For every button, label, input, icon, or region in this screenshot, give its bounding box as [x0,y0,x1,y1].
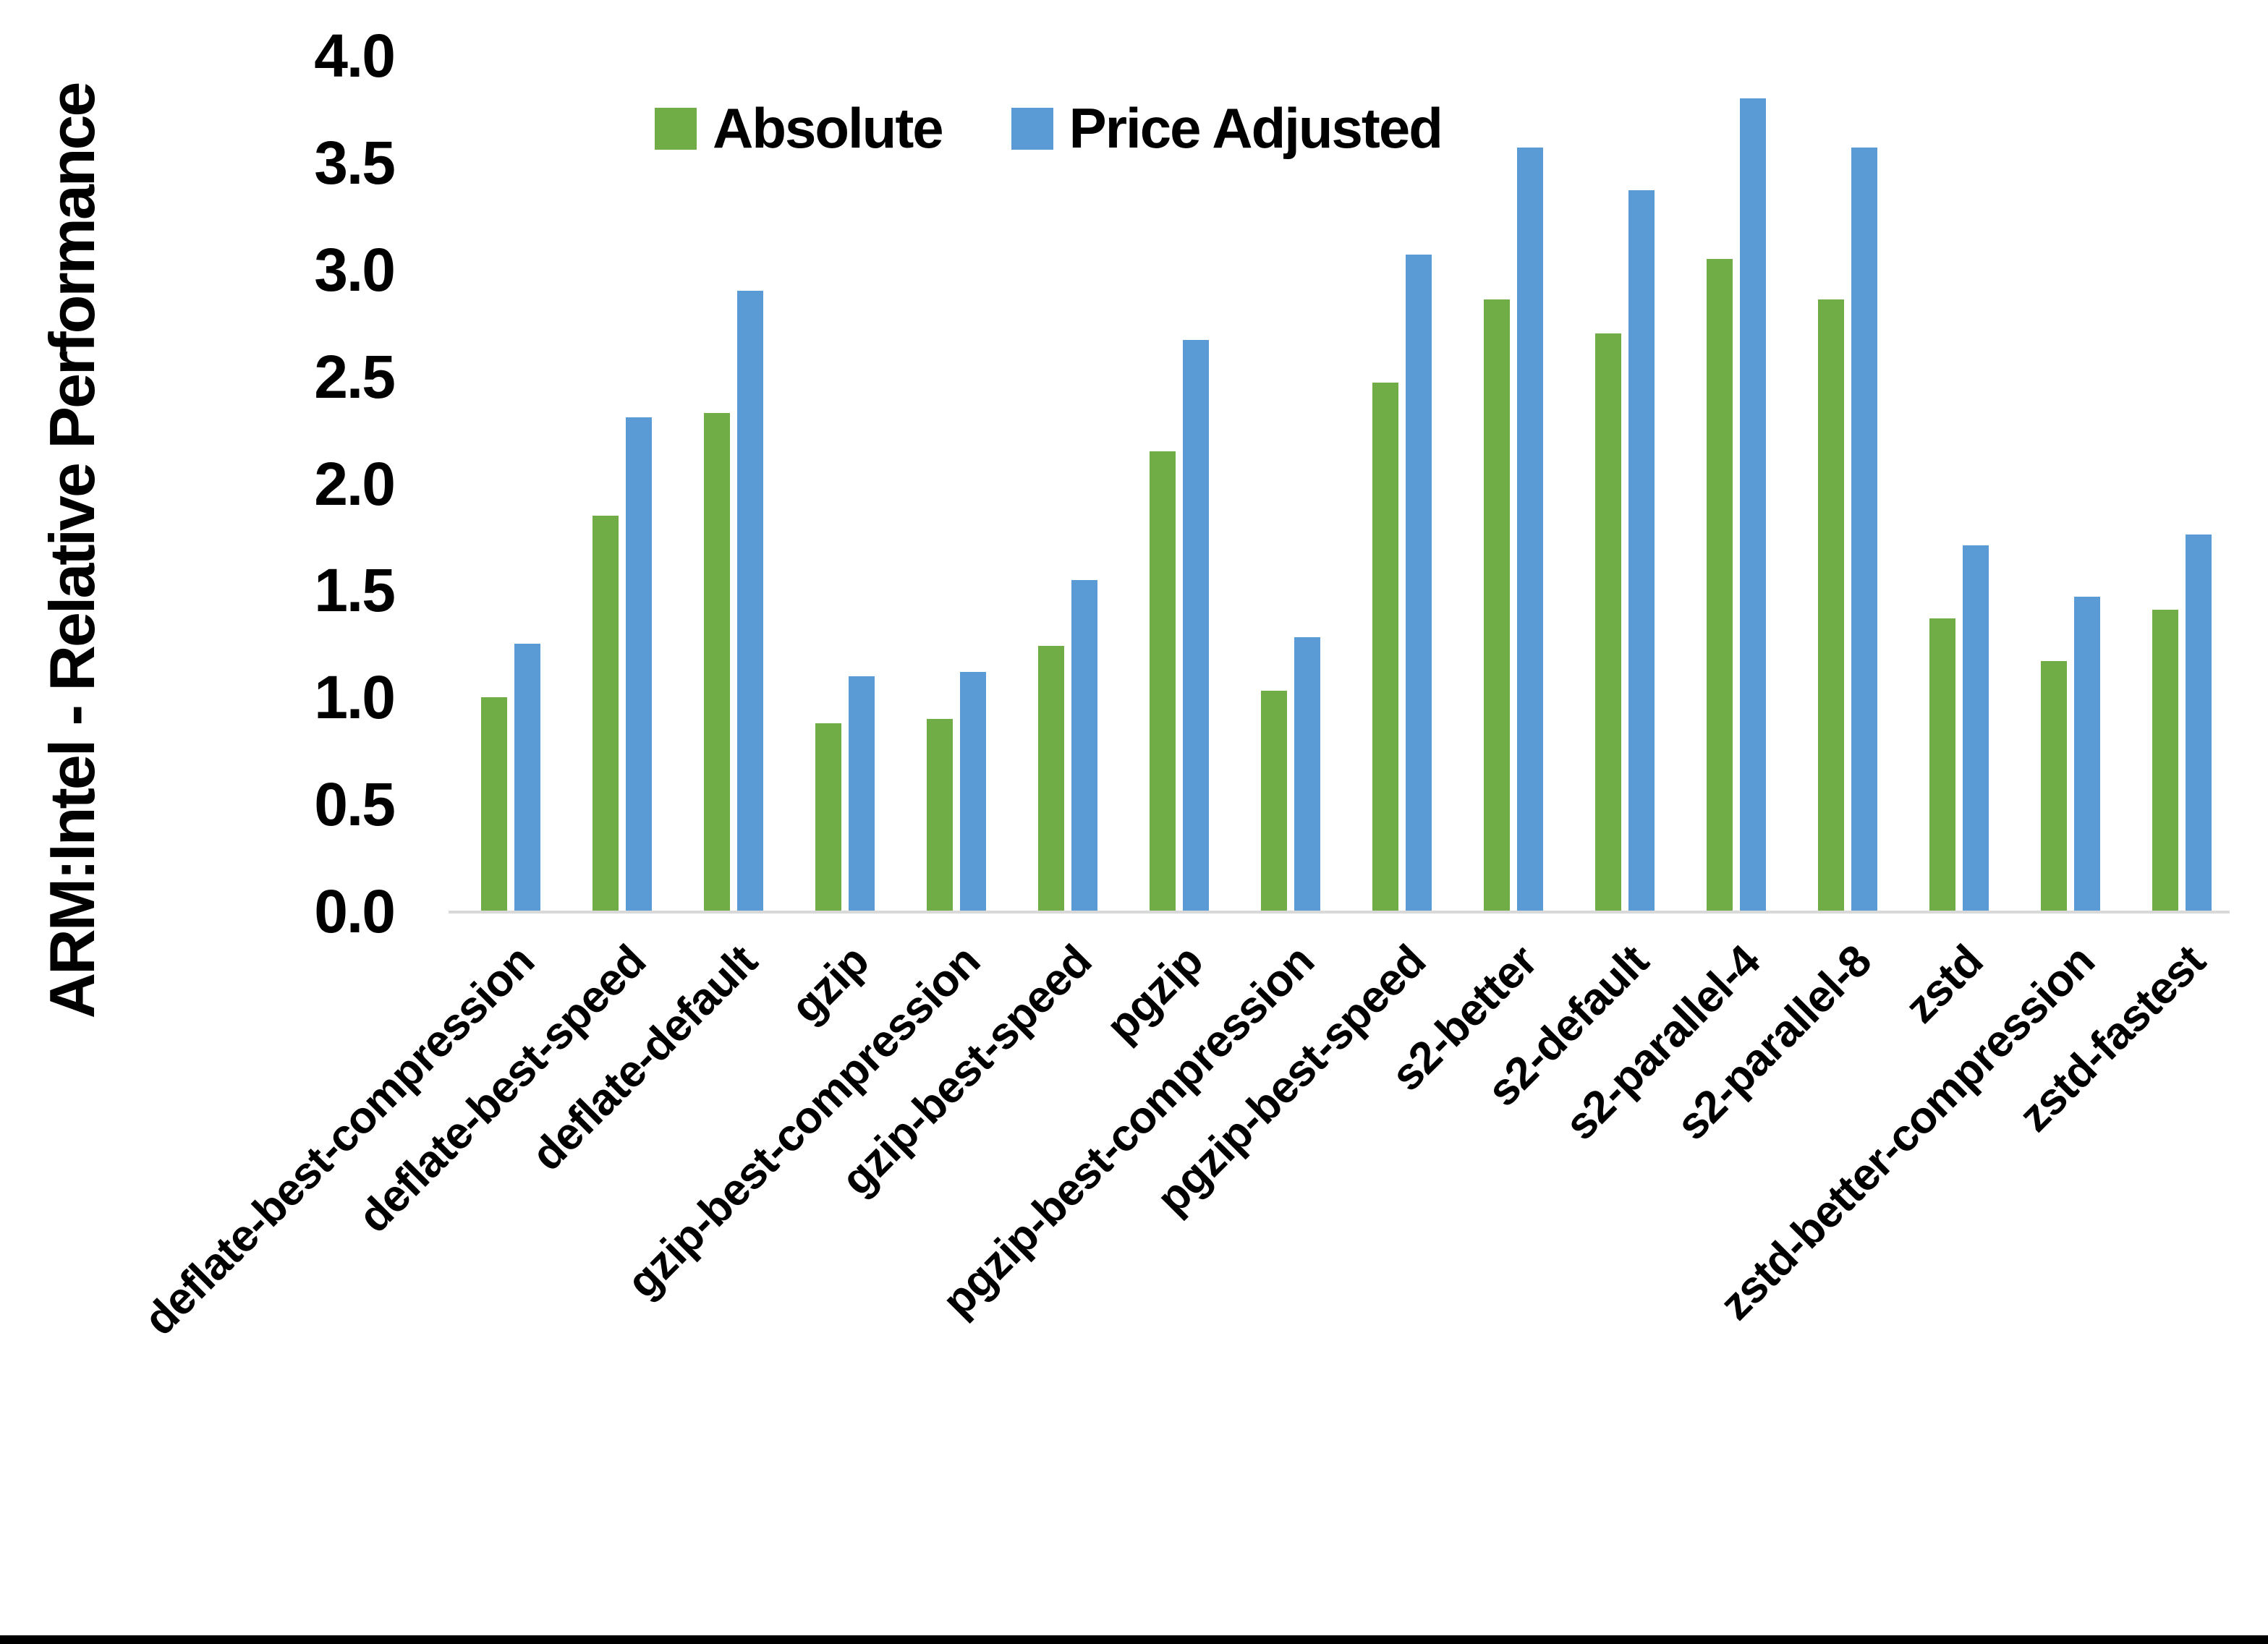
x-label-zstd: zstd [1895,936,1992,1033]
bar-absolute-s2-default [1595,333,1621,911]
bar-absolute-gzip [815,723,841,911]
y-axis-title: ARM:Intel - Relative Performance [36,83,108,1019]
y-tick-label-1.5: 1.5 [314,556,396,625]
bar-absolute-pgzip-best-speed [1372,383,1398,911]
bar-price-adjusted-deflate-best-compression [514,644,540,911]
legend-item-price-adjusted: Price Adjusted [1011,95,1443,161]
bar-price-adjusted-gzip-best-compression [960,671,986,911]
y-tick-label-4.0: 4.0 [314,22,396,90]
bar-price-adjusted-s2-better [1517,148,1543,911]
bar-absolute-zstd-better-compression [2041,660,2067,911]
bar-price-adjusted-zstd [1963,545,1989,911]
bar-price-adjusted-s2-parallel-4 [1740,98,1766,911]
bar-absolute-deflate-best-speed [593,515,619,911]
bar-price-adjusted-deflate-best-speed [626,417,652,911]
bar-price-adjusted-deflate-default [737,291,763,911]
y-tick-label-0.5: 0.5 [314,770,396,839]
bar-price-adjusted-s2-default [1628,190,1655,911]
bar-price-adjusted-zstd-better-compression [2074,597,2100,911]
bar-price-adjusted-pgzip-best-compression [1294,637,1320,911]
bar-absolute-deflate-default [704,412,730,911]
bar-absolute-zstd [1929,618,1955,911]
y-tick-label-3.0: 3.0 [314,235,396,304]
legend-label-absolute: Absolute [713,96,944,160]
bar-absolute-gzip-best-compression [927,718,953,911]
y-tick-label-0.0: 0.0 [314,877,396,945]
bar-price-adjusted-zstd-fastest [2186,534,2212,911]
legend-item-absolute: Absolute [655,95,944,161]
bar-absolute-zstd-fastest [2152,609,2178,911]
bar-absolute-pgzip [1150,451,1176,911]
x-label-gzip: gzip [781,936,878,1033]
bar-price-adjusted-pgzip-best-speed [1406,255,1432,911]
legend-swatch-absolute-icon [655,107,697,150]
y-tick-label-1.0: 1.0 [314,663,396,732]
bar-absolute-gzip-best-speed [1038,646,1064,911]
x-axis-line [449,911,2230,913]
bar-price-adjusted-pgzip [1183,340,1209,911]
bar-absolute-deflate-best-compression [481,697,507,911]
bar-price-adjusted-gzip-best-speed [1071,579,1097,911]
bar-absolute-s2-parallel-4 [1707,258,1733,911]
y-tick-label-3.5: 3.5 [314,128,396,197]
y-tick-label-2.5: 2.5 [314,342,396,411]
bar-absolute-s2-parallel-8 [1818,299,1844,911]
bottom-border [0,1635,2268,1644]
bar-absolute-pgzip-best-compression [1261,691,1287,911]
bar-price-adjusted-gzip [849,676,875,911]
bar-price-adjusted-s2-parallel-8 [1851,148,1877,911]
bar-absolute-s2-better [1484,299,1510,911]
y-tick-label-2.0: 2.0 [314,449,396,518]
legend-label-price-adjusted: Price Adjusted [1069,96,1443,160]
legend-swatch-price-adjusted-icon [1011,107,1053,150]
legend: Absolute Price Adjusted [655,95,1443,161]
